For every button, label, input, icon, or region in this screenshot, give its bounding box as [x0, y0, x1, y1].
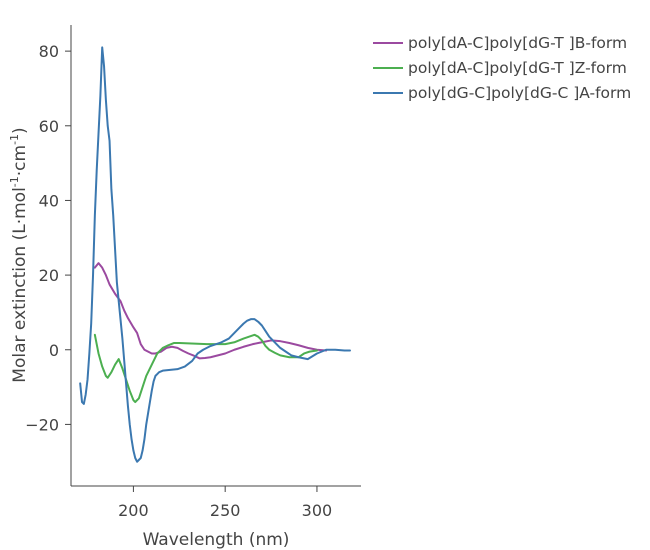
y-axis-ticks: 80 60 40 20 0 −20: [25, 42, 71, 434]
legend-label-3[interactable]: poly[dG-C]poly[dG-C ]A-form: [408, 84, 631, 102]
series-line-3: [79, 46, 351, 463]
legend-label-1[interactable]: poly[dA-C]poly[dG-T ]B-form: [408, 34, 627, 52]
legend-label-2[interactable]: poly[dA-C]poly[dG-T ]Z-form: [408, 59, 627, 77]
y-tick-label: 80: [39, 42, 59, 61]
x-axis-title: Wavelength (nm): [143, 530, 290, 550]
series-line-1: [93, 262, 328, 360]
y-axis-title-base: Molar extinction (L·mol: [10, 187, 30, 383]
x-axis-ticks: 200 250 300: [118, 486, 332, 520]
x-tick-label: 250: [210, 501, 241, 520]
y-tick-label: 20: [39, 266, 59, 285]
x-tick-label: 300: [302, 501, 333, 520]
y-axis-title-mid: ·cm: [10, 145, 30, 176]
y-tick-label: 40: [39, 191, 59, 210]
y-axis-title-sup1: -1: [8, 176, 21, 187]
y-axis-title-end: ): [10, 127, 30, 134]
y-axis-title: Molar extinction (L·mol-1·cm-1): [8, 127, 30, 382]
x-tick-label: 200: [118, 501, 149, 520]
y-tick-label: 0: [49, 341, 59, 360]
y-tick-label: −20: [25, 415, 59, 434]
series-line-2: [93, 333, 318, 404]
legend: poly[dA-C]poly[dG-T ]B-form poly[dA-C]pol…: [373, 34, 631, 102]
plot-lines: [79, 46, 351, 463]
y-axis-title-sup2: -1: [8, 134, 21, 145]
y-tick-label: 60: [39, 117, 59, 136]
